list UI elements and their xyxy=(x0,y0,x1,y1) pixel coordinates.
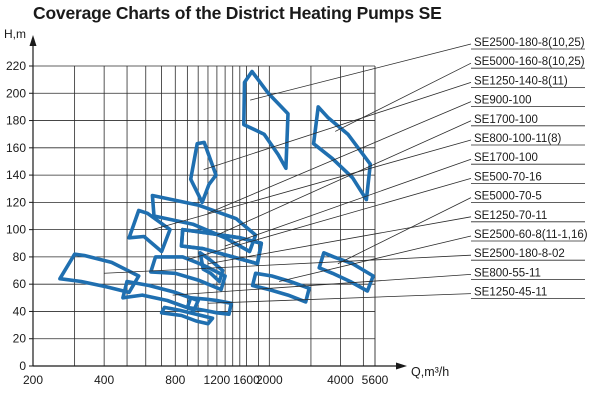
leader-line xyxy=(335,62,472,132)
y-tick-label: 120 xyxy=(6,195,26,209)
y-tick-label: 60 xyxy=(13,277,27,291)
y-tick-label: 80 xyxy=(13,250,27,264)
coverage-area-3 xyxy=(188,140,218,205)
y-tick-label: 40 xyxy=(13,304,27,318)
y-axis-title: H,m xyxy=(4,27,26,41)
y-axis-arrow xyxy=(29,35,37,46)
coverage-area-9 xyxy=(317,251,375,293)
series-label: SE2500-60-8(11-1,16) xyxy=(474,229,588,241)
leader-line xyxy=(250,43,472,101)
coverage-area-12 xyxy=(58,252,141,295)
leader-line xyxy=(203,82,472,171)
series-label: SE5000-70-5 xyxy=(474,191,542,203)
series-label: SE1250-45-11 xyxy=(474,287,547,299)
series-label: SE1250-140-8(11) xyxy=(474,75,568,87)
y-tick-label: 200 xyxy=(6,86,26,100)
x-tick-label: 4000 xyxy=(327,373,354,387)
leader-line xyxy=(207,101,472,214)
y-tick-label: 0 xyxy=(19,359,26,373)
y-tick-label: 180 xyxy=(6,114,26,128)
x-tick-label: 200 xyxy=(23,373,43,387)
x-axis-arrow xyxy=(396,362,407,370)
coverage-area-1 xyxy=(242,69,290,171)
coverage-area-15 xyxy=(159,305,215,326)
legend: SE2500-180-8(10,25) SE5000-160-8(10,25) SE… xyxy=(104,37,588,304)
y-tick-label: 20 xyxy=(13,332,27,346)
coverage-area-7 xyxy=(179,227,264,266)
series-label: SE5000-160-8(10,25) xyxy=(474,56,585,68)
chart-title: Coverage Charts of the District Heating … xyxy=(33,3,442,23)
coverage-area-2 xyxy=(311,105,373,202)
x-axis-title: Q,m³/h xyxy=(411,365,449,379)
x-tick-label: 1200 xyxy=(204,373,231,387)
coverage-area-6 xyxy=(127,208,172,254)
leader-line xyxy=(207,293,472,304)
leader-line xyxy=(279,235,472,282)
x-tick-label: 1600 xyxy=(233,373,260,387)
x-tick-label: 400 xyxy=(94,373,114,387)
leader-line xyxy=(207,216,472,265)
leader-line xyxy=(216,120,472,236)
series-label: SE900-100 xyxy=(474,95,532,107)
series-label: SE1250-70-11 xyxy=(474,210,547,222)
coverage-area-10 xyxy=(198,251,225,284)
coverage-area-4 xyxy=(150,193,258,254)
leader-line xyxy=(172,274,472,296)
coverage-area-8 xyxy=(149,255,227,292)
leader-line xyxy=(152,139,472,231)
series-label: SE2500-180-8-02 xyxy=(474,248,565,260)
y-tick-label: 100 xyxy=(6,223,26,237)
series-label: SE1700-100 xyxy=(474,114,538,126)
coverage-areas xyxy=(58,69,375,326)
series-label: SE1700-100 xyxy=(474,152,538,164)
series-label: SE500-70-16 xyxy=(474,171,542,183)
coverage-area-14 xyxy=(185,296,233,316)
x-tick-label: 5600 xyxy=(362,373,389,387)
leader-line xyxy=(337,197,472,265)
series-label: SE800-100-11(8) xyxy=(474,133,562,145)
x-tick-label: 800 xyxy=(165,373,185,387)
leader-line xyxy=(104,254,472,274)
axis-layer: 0 20 40 60 80 100 120 140 160 180 200 220 200 400 800 1… xyxy=(4,27,449,387)
y-tick-label: 160 xyxy=(6,141,26,155)
y-tick-label: 140 xyxy=(6,168,26,182)
leader-line xyxy=(224,158,472,247)
series-label: SE2500-180-8(10,25) xyxy=(474,37,585,49)
leader-line xyxy=(187,178,472,261)
y-tick-label: 220 xyxy=(6,59,26,73)
series-label: SE800-55-11 xyxy=(474,267,541,279)
x-tick-label: 2000 xyxy=(256,373,283,387)
coverage-area-11 xyxy=(250,271,311,304)
